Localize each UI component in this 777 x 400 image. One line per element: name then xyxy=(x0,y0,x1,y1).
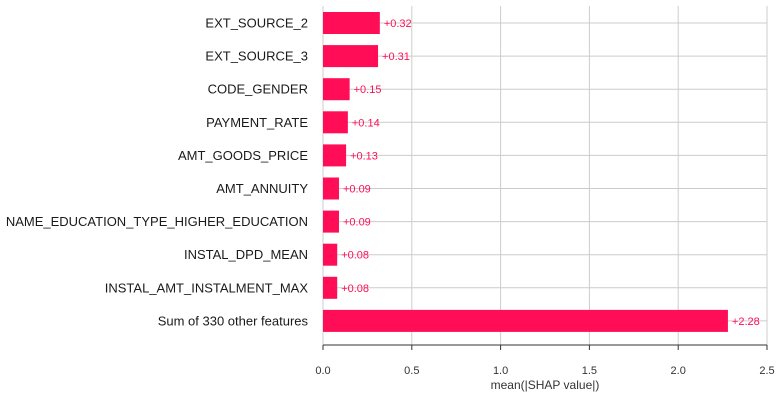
x-tick-label: 2.0 xyxy=(671,365,686,377)
bar xyxy=(323,177,339,200)
bar xyxy=(323,144,347,167)
value-label: +0.32 xyxy=(384,18,412,30)
bar xyxy=(323,45,379,68)
feature-label: EXT_SOURCE_3 xyxy=(205,49,308,64)
x-axis-title: mean(|SHAP value|) xyxy=(491,378,600,392)
value-label: +0.13 xyxy=(350,150,378,162)
grid-lines xyxy=(322,6,768,345)
value-label: +0.09 xyxy=(343,184,371,196)
feature-label: CODE_GENDER xyxy=(208,82,308,97)
value-label: +0.09 xyxy=(343,217,371,229)
feature-label: NAME_EDUCATION_TYPE_HIGHER_EDUCATION xyxy=(6,214,308,229)
x-tick-label: 0.5 xyxy=(404,365,419,377)
value-label: +2.28 xyxy=(732,316,760,328)
bar-series xyxy=(323,12,728,332)
bar xyxy=(323,276,338,299)
x-tick-label: 1.5 xyxy=(582,365,597,377)
value-label: +0.08 xyxy=(341,283,369,295)
feature-label: AMT_ANNUITY xyxy=(216,181,308,196)
x-tick-label: 0.0 xyxy=(315,365,330,377)
x-tick-label: 1.0 xyxy=(493,365,508,377)
bar xyxy=(323,111,348,134)
value-label: +0.31 xyxy=(382,51,410,63)
bar xyxy=(323,243,338,266)
feature-label: PAYMENT_RATE xyxy=(206,115,308,130)
x-tick-label: 2.5 xyxy=(759,365,774,377)
feature-label: AMT_GOODS_PRICE xyxy=(178,148,308,163)
feature-label: EXT_SOURCE_2 xyxy=(205,16,308,31)
bar xyxy=(323,210,339,233)
bar xyxy=(323,12,380,34)
value-label: +0.15 xyxy=(354,84,382,96)
bar xyxy=(323,78,350,101)
feature-label: INSTAL_AMT_INSTALMENT_MAX xyxy=(105,280,309,295)
value-label: +0.14 xyxy=(352,117,380,129)
bar xyxy=(323,309,728,332)
feature-label: INSTAL_DPD_MEAN xyxy=(184,247,308,262)
value-labels: +0.32 +0.31 +0.15 +0.14 +0.13 +0.09 +0.09 +0.08… xyxy=(341,18,760,328)
value-label: +0.08 xyxy=(341,250,369,262)
feature-labels: EXT_SOURCE_2 EXT_SOURCE_3 CODE_GENDER PAYME… xyxy=(6,16,309,329)
feature-label: Sum of 330 other features xyxy=(158,313,309,328)
x-axis-ticks: 0.0 0.5 1.0 1.5 2.0 2.5 xyxy=(315,345,775,377)
